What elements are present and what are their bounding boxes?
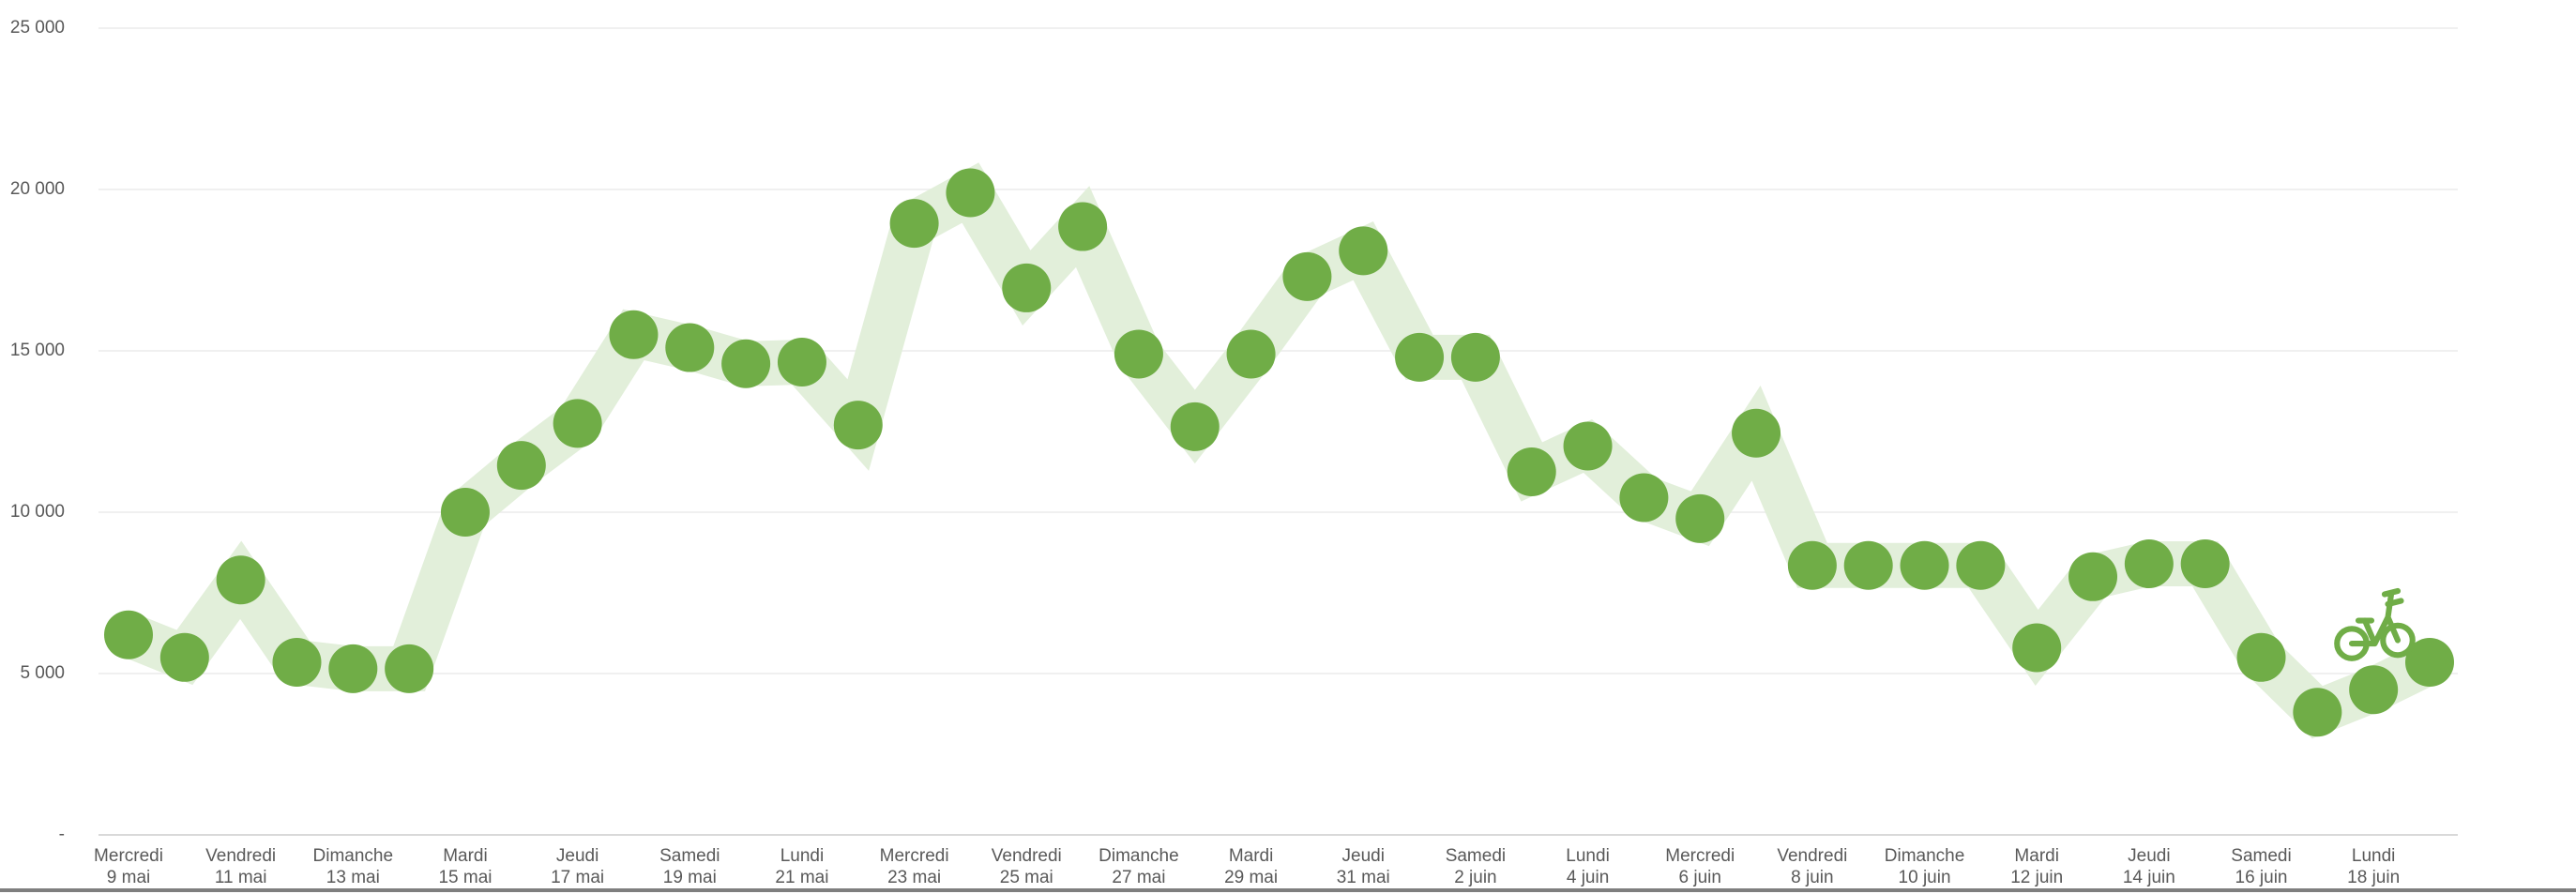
x-tick-label: 15 mai [438, 868, 492, 887]
data-point [104, 610, 153, 659]
data-point [1282, 251, 1332, 301]
data-point [1732, 408, 1781, 458]
data-point [385, 644, 434, 693]
data-point [833, 401, 883, 450]
trend-band [120, 162, 2440, 739]
x-tick-label: 21 mai [775, 868, 828, 887]
data-point [2124, 539, 2174, 589]
data-point [496, 441, 546, 491]
data-point [889, 199, 939, 249]
x-tick-label: Vendredi [992, 846, 1062, 866]
data-point [1900, 540, 1949, 590]
x-tick-label: Mardi [2014, 846, 2059, 866]
x-tick-label: 9 mai [107, 868, 150, 887]
data-point [272, 637, 322, 687]
x-tick-label: 10 juin [1899, 868, 1951, 887]
data-point [1226, 329, 1276, 379]
x-tick-label: Lundi [780, 846, 825, 866]
data-point [1170, 402, 1220, 451]
data-point [1675, 493, 1725, 543]
x-tick-label: 8 juin [1791, 868, 1833, 887]
x-tick-label: Mardi [1229, 846, 1274, 866]
data-point [946, 168, 995, 218]
x-tick-label: Mercredi [94, 846, 163, 866]
x-tick-label: Vendredi [1777, 846, 1847, 866]
x-tick-label: 19 mai [663, 868, 717, 887]
x-tick-label: 6 juin [1679, 868, 1721, 887]
x-tick-label: Mercredi [880, 846, 949, 866]
x-tick-label: Lundi [1566, 846, 1610, 866]
data-point [2349, 665, 2399, 715]
x-tick-label: 11 mai [215, 868, 267, 887]
data-point [440, 488, 490, 537]
x-tick-label: 12 juin [2010, 868, 2063, 887]
data-point [1114, 329, 1163, 379]
x-tick-label: 29 mai [1224, 868, 1278, 887]
x-tick-label: Dimanche [1099, 846, 1179, 866]
x-tick-label: 27 mai [1112, 868, 1165, 887]
x-tick-label: Samedi [2231, 846, 2291, 866]
data-point [1058, 202, 1108, 251]
x-tick-label: Jeudi [2128, 846, 2170, 866]
data-point [2012, 623, 2062, 673]
x-tick-label: Mardi [443, 846, 488, 866]
y-tick-label: 10 000 [10, 502, 65, 522]
data-point [2180, 539, 2230, 589]
x-tick-label: 17 mai [551, 868, 604, 887]
x-tick-label: Vendredi [205, 846, 276, 866]
data-point [553, 399, 602, 448]
data-point [1619, 473, 1669, 523]
y-tick-label: 5 000 [20, 663, 65, 683]
data-point [1956, 540, 2006, 590]
data-point [159, 632, 209, 682]
data-point [2068, 552, 2118, 601]
x-tick-label: 4 juin [1567, 868, 1609, 887]
x-tick-label: Jeudi [556, 846, 599, 866]
x-tick-label: Dimanche [313, 846, 394, 866]
y-tick-label: 15 000 [10, 341, 65, 360]
x-tick-label: Samedi [659, 846, 720, 866]
data-point [1563, 421, 1613, 471]
data-point [1002, 263, 1052, 312]
data-point [609, 310, 659, 359]
data-point [1787, 540, 1837, 590]
data-point [1339, 226, 1388, 276]
data-point [216, 555, 265, 605]
data-point [1395, 332, 1445, 382]
x-tick-label: Jeudi [1342, 846, 1385, 866]
data-point [777, 338, 826, 387]
x-tick-label: Lundi [2352, 846, 2396, 866]
data-point [2293, 688, 2342, 737]
x-tick-label: 18 juin [2347, 868, 2400, 887]
x-tick-label: 25 mai [1000, 868, 1053, 887]
data-point [328, 644, 378, 693]
x-tick-label: 16 juin [2235, 868, 2288, 887]
data-point [2405, 637, 2454, 687]
x-tick-label: 13 mai [326, 868, 380, 887]
x-tick-label: 31 mai [1337, 868, 1390, 887]
x-tick-label: Mercredi [1665, 846, 1735, 866]
y-tick-label: 25 000 [10, 18, 65, 38]
data-point [665, 323, 715, 372]
x-tick-label: 2 juin [1454, 868, 1496, 887]
data-point [2236, 632, 2286, 682]
y-tick-label: 20 000 [10, 179, 65, 199]
data-point [1450, 332, 1500, 382]
data-point [721, 339, 771, 388]
bike-icon [2334, 587, 2416, 661]
x-tick-label: 14 juin [2123, 868, 2175, 887]
x-tick-label: 23 mai [887, 868, 941, 887]
x-tick-label: Dimanche [1885, 846, 1965, 866]
data-point [1843, 540, 1893, 590]
data-point [1507, 447, 1556, 496]
y-tick-label: - [59, 825, 65, 844]
x-tick-label: Samedi [1446, 846, 1506, 866]
